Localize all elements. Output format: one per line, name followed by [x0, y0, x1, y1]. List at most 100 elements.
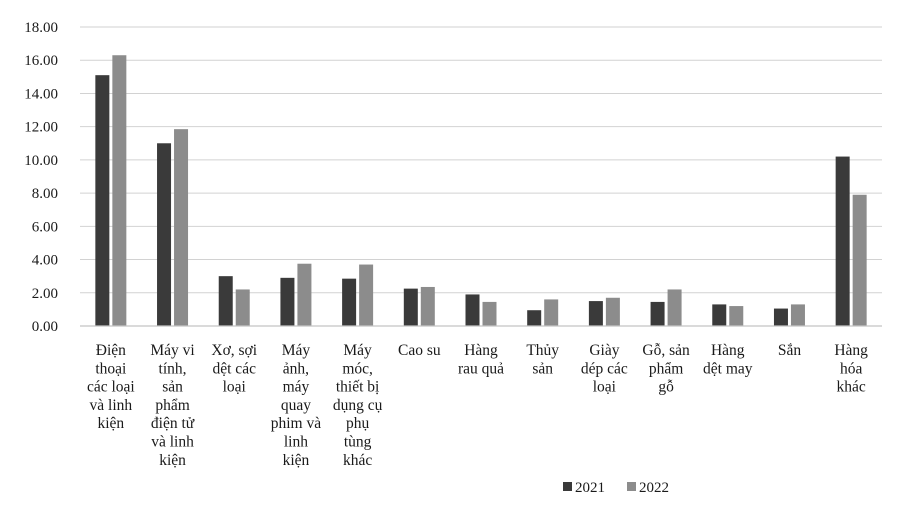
category-label: Hàng hóa khác [834, 342, 868, 396]
category-label-line: Thủy [526, 342, 559, 359]
category-label-line: quay [281, 397, 311, 414]
y-tick-label: 2.00 [32, 286, 58, 302]
bars [95, 55, 867, 326]
category-label-line: Giày [589, 342, 619, 359]
bar-2021-4 [342, 278, 357, 326]
category-label-line: Điện [96, 342, 126, 359]
legend-swatch-2021 [563, 482, 572, 491]
bar-2022-9 [667, 289, 682, 326]
legend-swatch-2022 [627, 482, 636, 491]
category-label-line: khác [837, 379, 866, 396]
bar-2021-10 [712, 304, 727, 326]
bar-2022-10 [729, 306, 744, 326]
bar-2021-8 [588, 301, 603, 326]
bar-2022-8 [605, 297, 620, 326]
category-label-line: gỗ [658, 379, 674, 396]
category-label: Gỗ, sản phẩm gỗ [642, 342, 690, 396]
category-label-line: điện tử [151, 415, 195, 432]
category-label-line: Hàng [711, 342, 745, 359]
category-label-line: các loại [87, 379, 135, 396]
legend-label-2021: 2021 [575, 480, 605, 496]
category-label-line: Máy [343, 342, 372, 359]
category-label-line: phim và [271, 415, 321, 432]
legend: 2021 2022 [563, 480, 669, 496]
y-tick-label: 16.00 [24, 53, 58, 69]
category-label: Sắn [778, 342, 802, 359]
category-label-line: dệt các [213, 360, 257, 377]
y-tick-label: 8.00 [32, 186, 58, 202]
y-tick-label: 14.00 [24, 86, 58, 102]
category-label-line: sản [532, 360, 553, 377]
bar-2022-3 [297, 263, 312, 326]
category-label: Giày dép các loại [581, 342, 628, 396]
category-label-line: phẩm [155, 397, 189, 414]
category-label-line: và linh [90, 397, 133, 414]
category-label: Xơ, sợi dệt các loại [211, 342, 257, 396]
category-label-line: phụ [346, 415, 370, 432]
category-label: Hàng dệt may [703, 342, 753, 377]
category-label-line: Máy [282, 342, 311, 359]
category-label-line: móc, [342, 360, 373, 377]
gridlines [80, 26, 882, 294]
category-label-line: máy [283, 379, 310, 396]
legend-label-2022: 2022 [639, 480, 669, 496]
category-label-line: Xơ, sợi [211, 342, 257, 359]
category-label-line: Cao su [398, 342, 441, 359]
y-tick-label: 18.00 [24, 20, 58, 36]
bar-2021-0 [95, 75, 110, 326]
bar-2022-0 [112, 55, 127, 326]
bar-2021-12 [835, 156, 850, 326]
bar-2021-6 [465, 294, 480, 326]
category-label: Máy vi tính, sản phẩm điện tử và linh kiện [150, 342, 195, 469]
category-label-line: hóa [840, 360, 863, 377]
y-tick-label: 12.00 [24, 120, 58, 136]
category-label-line: thiết bị [336, 379, 380, 396]
bar-2022-1 [174, 129, 189, 326]
bar-2021-11 [773, 308, 788, 326]
bar-2021-5 [403, 288, 418, 326]
bar-2021-1 [157, 143, 172, 326]
category-label-line: và linh [151, 434, 194, 451]
category-label-line: dép các [581, 360, 628, 377]
bar-2022-12 [852, 194, 867, 326]
bar-2022-6 [482, 301, 497, 326]
category-label-line: kiện [159, 452, 186, 469]
category-label-line: loại [223, 379, 247, 396]
category-label-line: kiện [283, 452, 310, 469]
category-label-line: ảnh, [283, 360, 309, 377]
category-label-line: sản [162, 379, 183, 396]
category-label: Thủy sản [526, 342, 559, 377]
category-label-line: Hàng [834, 342, 868, 359]
category-label-line: khác [343, 452, 372, 469]
category-label: Hàng rau quả [458, 342, 504, 377]
category-label: Máy ảnh, máy quay phim và linh kiện [271, 342, 321, 469]
category-label-line: Gỗ, sản [642, 342, 690, 359]
y-tick-label: 10.00 [24, 153, 58, 169]
category-label-line: dụng cụ [333, 397, 383, 414]
y-axis-tick-labels: 0.00 2.00 4.00 6.00 8.00 10.00 12.00 14.00 16.00… [24, 20, 58, 335]
category-label-line: thoại [95, 360, 127, 377]
category-label-line: Máy vi [150, 342, 195, 359]
bar-2022-11 [790, 304, 805, 326]
category-label-line: Sắn [778, 342, 802, 359]
bar-2021-9 [650, 301, 665, 326]
category-label: Điện thoại các loại và linh kiện [87, 342, 135, 432]
category-label-line: kiện [98, 415, 125, 432]
category-label-line: rau quả [458, 360, 504, 377]
y-tick-label: 0.00 [32, 319, 58, 335]
category-label-line: dệt may [703, 360, 753, 377]
bar-2022-7 [544, 299, 559, 326]
category-label-line: loại [593, 379, 617, 396]
category-label-line: Hàng [464, 342, 498, 359]
bar-2022-4 [359, 264, 374, 326]
bar-2022-5 [420, 286, 435, 326]
y-tick-label: 6.00 [32, 219, 58, 235]
category-label-line: tính, [159, 360, 187, 377]
category-label-line: linh [284, 434, 308, 451]
bar-2021-2 [218, 276, 233, 326]
category-label: Cao su [398, 342, 441, 359]
category-label: Máy móc, thiết bị dụng cụ phụ tùng khác [333, 342, 383, 469]
